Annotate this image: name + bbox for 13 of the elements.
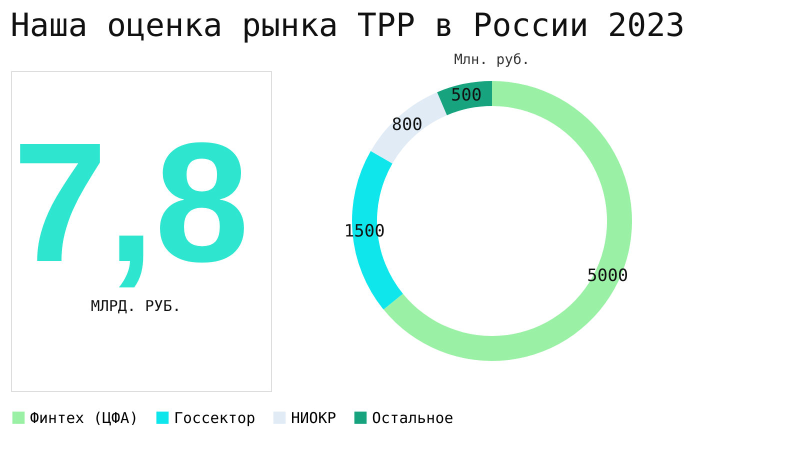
chart-title: Млн. руб. xyxy=(454,52,530,68)
donut-slice xyxy=(384,81,632,361)
data-label: 800 xyxy=(392,115,422,136)
donut-slice xyxy=(370,92,447,164)
text: 7,8 xyxy=(12,108,250,298)
text: Наша оценка рынка ТРР в России 2023 xyxy=(10,6,685,44)
data-label: 5000 xyxy=(587,266,628,286)
data-label: 500 xyxy=(451,86,482,106)
legend-label: Госсектор xyxy=(174,408,256,427)
text: МЛРД. РУБ. xyxy=(90,297,182,315)
legend-label: Остальное xyxy=(372,408,454,427)
legend-label: Финтех (ЦФА) xyxy=(30,408,138,427)
legend-label: НИОКР xyxy=(291,408,336,427)
